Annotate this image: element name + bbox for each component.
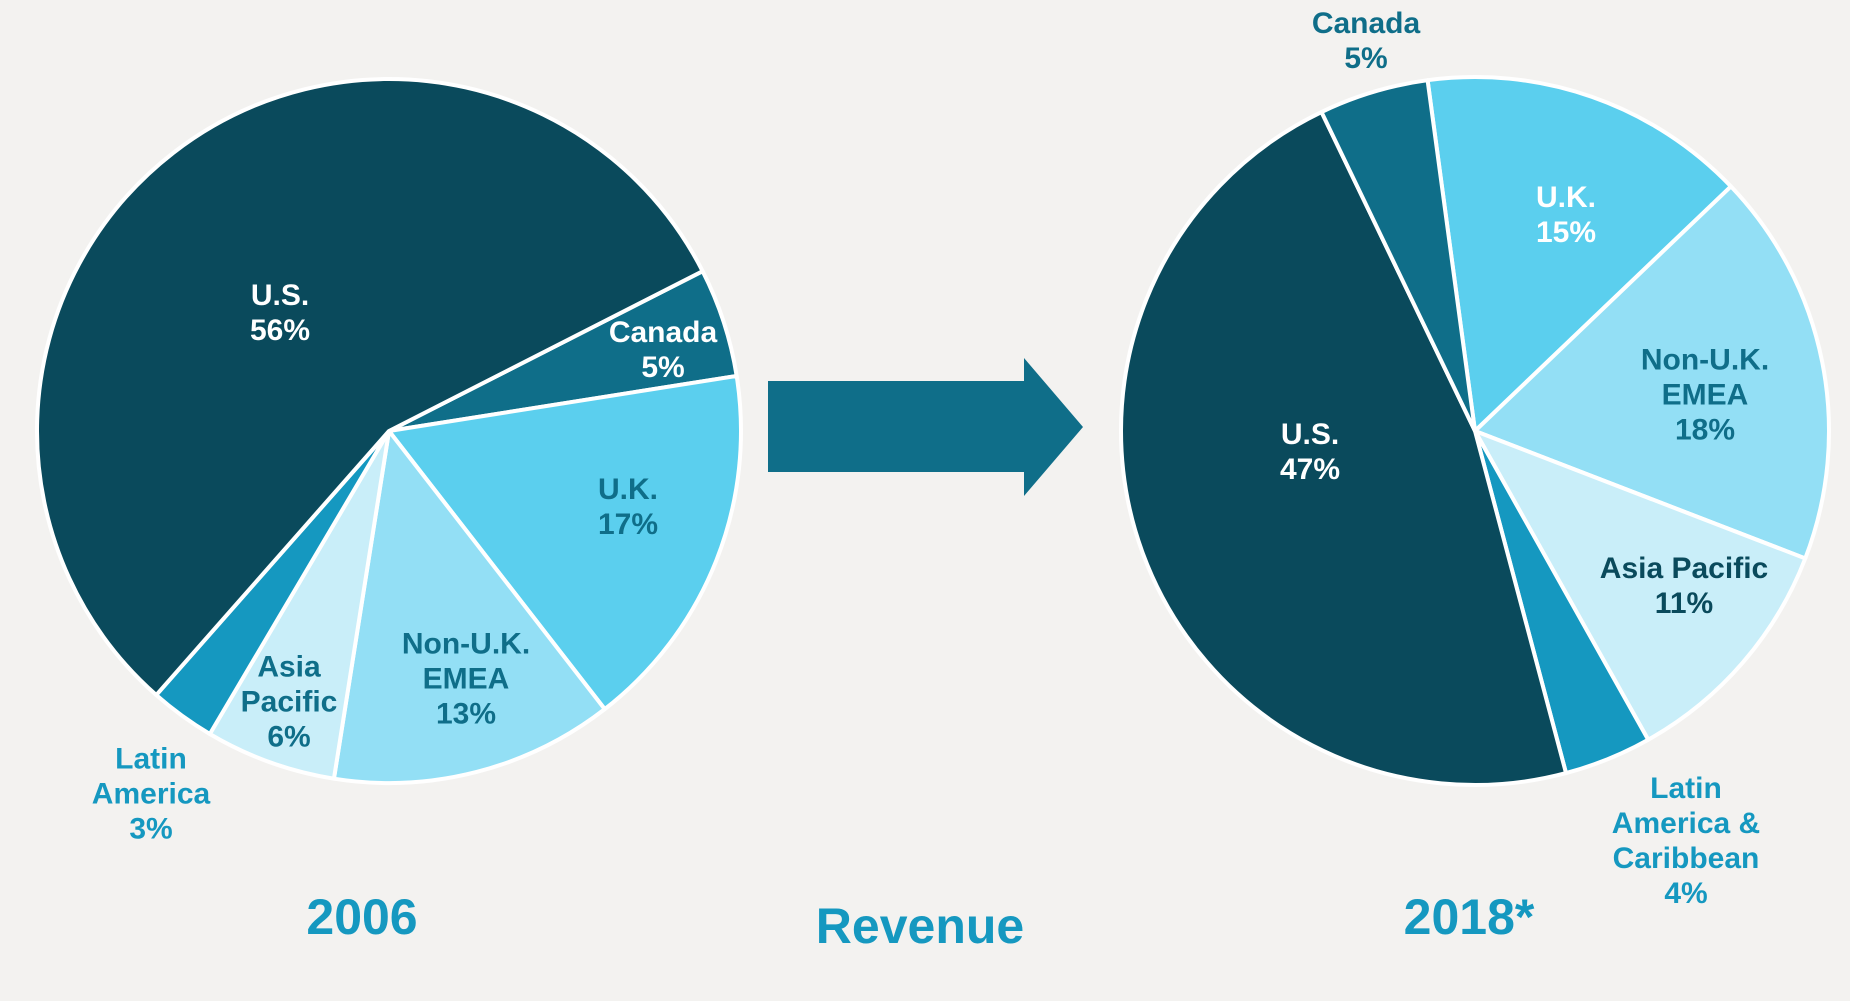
value-label: 6%	[267, 720, 311, 754]
pie-slice	[387, 373, 743, 712]
category-label: Canada	[1311, 7, 1421, 40]
category-label: U.K.	[1536, 181, 1596, 214]
pie-slice	[35, 77, 705, 698]
slice-label: Asia Pacific 6%	[234, 650, 344, 755]
value-label: 11%	[1654, 587, 1714, 620]
value-label: 18%	[1674, 413, 1736, 447]
value-label: 5%	[641, 351, 685, 384]
value-label: 17%	[597, 508, 659, 541]
slice-label: Asia Pacific 11%	[1564, 551, 1804, 621]
page-title: Revenue	[815, 898, 1025, 954]
slice-label: Latin America 3%	[76, 742, 226, 847]
value-label: 5%	[1344, 42, 1388, 75]
category-label: Non-U.K. EMEA	[1640, 343, 1770, 412]
category-label: U.S.	[250, 279, 310, 312]
slice-label: U.S. 56%	[220, 278, 340, 348]
arrow	[768, 358, 1083, 496]
pie-slice	[1473, 429, 1808, 742]
chart-title: 2006	[306, 889, 418, 945]
pie-slice	[207, 429, 391, 781]
value-label: 3%	[129, 812, 173, 846]
chart-title: 2018*	[1403, 889, 1535, 945]
value-label: 56%	[249, 314, 311, 347]
category-label: U.S.	[1280, 418, 1340, 451]
slice-label: Non-U.K. EMEA 13%	[391, 627, 541, 732]
category-label: Non-U.K. EMEA	[401, 627, 531, 696]
category-label: Latin America	[91, 742, 211, 811]
slice-label: U.K. 17%	[573, 472, 683, 542]
pie-slice	[1425, 75, 1733, 433]
value-label: 4%	[1664, 877, 1708, 910]
value-label: 15%	[1535, 216, 1597, 249]
pie-slice	[331, 429, 607, 785]
category-label: Asia Pacific	[240, 650, 338, 719]
value-label: 13%	[435, 697, 497, 731]
slice-label: Latin America & Caribbean 4%	[1599, 771, 1774, 911]
pie-slice	[1319, 78, 1477, 433]
pie-slice	[1119, 110, 1569, 788]
pie-slice	[1473, 184, 1831, 561]
value-label: 47%	[1279, 453, 1341, 486]
category-label: Canada	[608, 316, 718, 349]
slice-label: Canada 5%	[1266, 6, 1466, 76]
category-label: Latin America & Caribbean	[1611, 772, 1761, 875]
slice-label: Non-U.K. EMEA 18%	[1630, 343, 1780, 448]
category-label: U.K.	[598, 473, 658, 506]
slice-label: Canada 5%	[563, 315, 763, 385]
slice-label: U.K. 15%	[1511, 180, 1621, 250]
slice-label: U.S. 47%	[1250, 417, 1370, 487]
category-label: Asia Pacific	[1599, 552, 1769, 585]
